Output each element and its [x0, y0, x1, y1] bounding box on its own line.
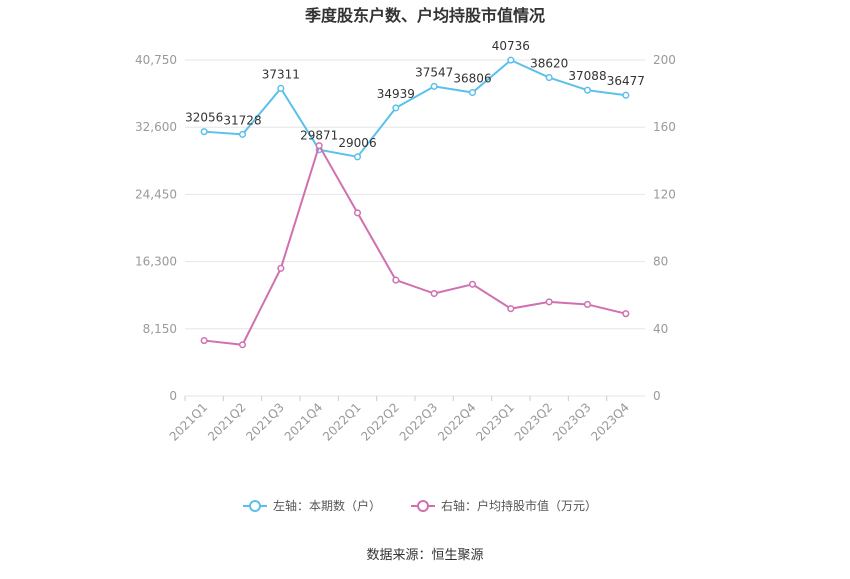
- series-1-point: [507, 56, 515, 64]
- right-tick-label: 120: [653, 187, 676, 201]
- right-axis: 0 40 80 120 160 200: [653, 53, 676, 403]
- data-label: 31728: [223, 113, 261, 127]
- data-label: 37088: [568, 69, 606, 83]
- x-tick-label: 2022Q4: [435, 400, 479, 444]
- legend-item-2[interactable]: 右轴：户均持股市值（万元）: [411, 498, 597, 513]
- data-label: 37547: [415, 65, 453, 79]
- right-tick-label: 0: [653, 389, 661, 403]
- series-2-point: [392, 276, 400, 284]
- right-tick-label: 200: [653, 53, 676, 67]
- right-tick-label: 80: [653, 255, 668, 269]
- left-tick-label: 32,600: [135, 120, 177, 134]
- series-1-point: [392, 104, 400, 112]
- right-tick-label: 160: [653, 120, 676, 134]
- series-1-point: [622, 91, 630, 99]
- left-tick-label: 24,450: [135, 187, 177, 201]
- series-layer: [200, 56, 630, 349]
- left-tick-label: 16,300: [135, 255, 177, 269]
- data-label: 36477: [607, 74, 645, 88]
- data-label: 29006: [338, 136, 376, 150]
- left-tick-label: 40,750: [135, 53, 177, 67]
- x-axis: 2021Q12021Q22021Q32021Q42022Q12022Q22022…: [167, 396, 632, 444]
- series-2-point: [468, 280, 477, 288]
- series-2-point: [622, 310, 630, 318]
- x-tick-label: 2023Q3: [550, 400, 594, 444]
- x-tick-label: 2021Q1: [167, 400, 211, 444]
- series-1-point: [430, 82, 438, 90]
- data-label: 37311: [262, 67, 300, 81]
- series-line-2: [204, 143, 627, 346]
- series-1-point: [353, 153, 362, 161]
- series-2-point: [353, 209, 362, 217]
- series-2-point: [315, 142, 323, 150]
- legend-label: 右轴：户均持股市值（万元）: [441, 498, 597, 513]
- series-1-point: [545, 74, 553, 82]
- series-1-point: [200, 128, 208, 136]
- series-2-point: [430, 289, 438, 298]
- data-label: 34939: [377, 87, 415, 101]
- x-tick-label: 2021Q4: [282, 400, 326, 444]
- x-tick-label: 2022Q1: [320, 400, 364, 444]
- series-1-point: [238, 130, 247, 138]
- x-tick-label: 2023Q4: [588, 400, 632, 444]
- series-2-point: [277, 264, 285, 272]
- grid-layer: [185, 59, 645, 397]
- legend-marker: [249, 500, 261, 512]
- data-label: 32056: [185, 111, 223, 125]
- series-2-point: [545, 298, 553, 306]
- series-2-point: [507, 305, 515, 313]
- x-tick-label: 2021Q2: [205, 400, 249, 444]
- series-1-point: [583, 86, 592, 94]
- x-tick-label: 2021Q3: [243, 400, 287, 444]
- left-axis: 0 8,150 16,300 24,450 32,600 40,750: [135, 53, 177, 403]
- right-tick-label: 40: [653, 322, 668, 336]
- x-tick-label: 2023Q2: [512, 400, 556, 444]
- series-1-point: [468, 88, 477, 97]
- data-label: 40736: [492, 39, 530, 53]
- x-tick-label: 2022Q3: [397, 400, 441, 444]
- left-tick-label: 8,150: [143, 322, 177, 336]
- data-label: 38620: [530, 57, 568, 71]
- series-line-1: [204, 58, 626, 158]
- series-2-point: [200, 337, 208, 345]
- left-tick-label: 0: [169, 389, 177, 403]
- source-text: 数据来源：恒生聚源: [366, 548, 483, 563]
- legend-label: 左轴：本期数（户）: [273, 498, 381, 513]
- series-2-point: [238, 341, 247, 349]
- x-tick-label: 2022Q2: [358, 400, 402, 444]
- data-label: 36806: [453, 72, 491, 86]
- series-2-point: [583, 300, 592, 308]
- data-label: 29871: [300, 129, 338, 143]
- chart-title: 季度股东户数、户均持股市值情况: [304, 6, 545, 25]
- legend[interactable]: 左轴：本期数（户） 右轴：户均持股市值（万元）: [243, 498, 597, 513]
- series-1-point: [277, 84, 285, 92]
- legend-marker: [417, 500, 429, 512]
- x-tick-label: 2023Q1: [473, 400, 517, 444]
- legend-item-1[interactable]: 左轴：本期数（户）: [243, 498, 381, 513]
